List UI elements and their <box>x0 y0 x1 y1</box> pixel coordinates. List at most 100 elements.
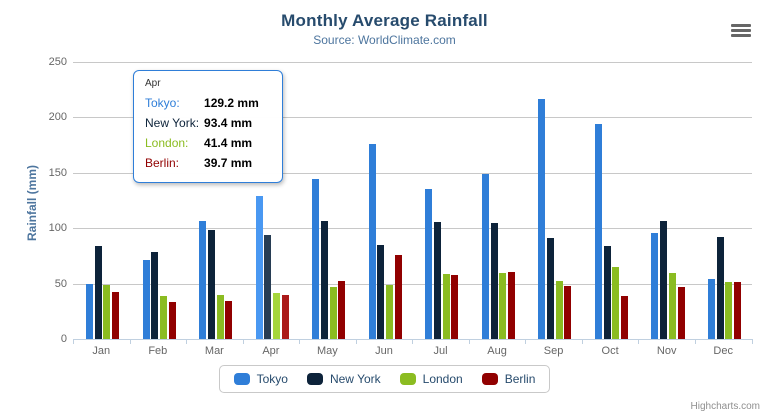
x-axis-label: Nov <box>656 345 677 357</box>
tooltip-table: Tokyo: 129.2 mm New York: 93.4 mm London… <box>145 93 259 173</box>
legend-item-berlin[interactable]: Berlin <box>481 372 535 386</box>
x-axis-tick <box>468 339 470 344</box>
x-axis-tick <box>695 339 696 344</box>
gridline <box>73 61 752 63</box>
bar-tokyo-jul[interactable] <box>425 188 433 339</box>
x-axis-label: Apr <box>262 345 280 357</box>
legend-symbol-new-york <box>306 373 323 385</box>
bar-new-york-jan[interactable] <box>94 246 102 339</box>
bar-tokyo-jan[interactable] <box>86 283 93 339</box>
tooltip-series-value: 41.4 mm <box>204 136 253 150</box>
bar-new-york-feb[interactable] <box>151 251 159 339</box>
bar-london-sep[interactable] <box>555 280 563 339</box>
bar-london-may[interactable] <box>329 286 337 339</box>
y-axis-label: 100 <box>48 222 67 234</box>
bar-tokyo-apr[interactable] <box>255 195 263 339</box>
gridline <box>73 117 752 118</box>
hamburger-menu-icon <box>731 24 751 37</box>
bar-london-jul[interactable] <box>442 273 450 339</box>
bar-london-apr[interactable] <box>273 293 280 339</box>
bar-tokyo-mar[interactable] <box>199 220 207 339</box>
y-axis-label: 0 <box>60 333 67 345</box>
legend-label-new-york: New York <box>329 372 381 386</box>
bar-london-aug[interactable] <box>499 272 507 339</box>
legend-symbol-berlin <box>481 373 498 385</box>
tooltip-row: Tokyo: 129.2 mm <box>145 93 259 113</box>
bar-berlin-dec[interactable] <box>734 282 742 339</box>
bar-berlin-mar[interactable] <box>225 300 233 339</box>
x-axis-tick <box>299 339 301 344</box>
tooltip-series-name: Berlin: <box>145 156 180 170</box>
tooltip-series-value: 129.2 mm <box>204 96 259 110</box>
bar-berlin-sep[interactable] <box>564 286 572 339</box>
legend-box: Tokyo New York London Berlin <box>218 365 551 393</box>
x-axis-tick <box>638 339 640 344</box>
x-axis-label: Jun <box>375 345 393 357</box>
tooltip-row: London: 41.4 mm <box>145 133 259 153</box>
bar-new-york-aug[interactable] <box>490 223 498 339</box>
tooltip-row: Berlin: 39.7 mm <box>145 153 259 173</box>
bar-new-york-oct[interactable] <box>603 246 611 339</box>
y-axis-label: 250 <box>48 55 67 68</box>
tooltip: Apr Tokyo: 129.2 mm New York: 93.4 mm Lo… <box>133 70 283 183</box>
bar-new-york-dec[interactable] <box>716 236 724 339</box>
y-axis-label: 50 <box>54 277 67 290</box>
bar-tokyo-may[interactable] <box>312 179 320 339</box>
bar-london-jun[interactable] <box>386 285 394 339</box>
bar-tokyo-nov[interactable] <box>651 232 659 339</box>
bar-new-york-jun[interactable] <box>377 245 385 339</box>
bar-berlin-jun[interactable] <box>394 255 402 339</box>
bar-london-oct[interactable] <box>612 266 620 339</box>
bar-berlin-aug[interactable] <box>507 272 515 339</box>
bar-berlin-may[interactable] <box>338 280 346 339</box>
bar-london-feb[interactable] <box>159 295 167 339</box>
bar-tokyo-feb[interactable] <box>142 259 150 339</box>
x-axis-tick <box>186 339 188 344</box>
legend-item-london[interactable]: London <box>399 372 463 386</box>
x-axis-tick <box>581 339 583 344</box>
tooltip-series-value: 39.7 mm <box>204 156 253 170</box>
bar-berlin-oct[interactable] <box>621 295 628 339</box>
y-axis-label: 150 <box>48 166 67 179</box>
x-axis-tick <box>129 339 131 344</box>
bar-new-york-jul[interactable] <box>433 222 441 339</box>
x-axis-tick <box>73 339 74 344</box>
bar-tokyo-sep[interactable] <box>538 98 546 339</box>
legend: Tokyo New York London Berlin <box>0 365 769 393</box>
x-axis-tick <box>412 339 414 344</box>
bar-london-mar[interactable] <box>216 295 224 339</box>
bar-london-nov[interactable] <box>668 273 676 339</box>
bar-london-jan[interactable] <box>103 284 111 339</box>
bar-berlin-feb[interactable] <box>168 302 176 339</box>
bar-new-york-nov[interactable] <box>660 220 668 339</box>
bar-tokyo-jun[interactable] <box>368 143 376 339</box>
bar-berlin-apr[interactable] <box>281 294 289 339</box>
bar-new-york-mar[interactable] <box>207 229 215 339</box>
x-axis-label: Mar <box>204 345 224 357</box>
tooltip-series-name: New York: <box>145 116 200 130</box>
bar-new-york-sep[interactable] <box>547 237 554 339</box>
bar-new-york-may[interactable] <box>320 221 328 339</box>
tooltip-series-name: Tokyo: <box>145 96 180 110</box>
bar-london-dec[interactable] <box>725 282 733 339</box>
chart-subtitle: Source: WorldClimate.com <box>313 33 456 47</box>
bar-tokyo-oct[interactable] <box>594 123 602 339</box>
bar-tokyo-dec[interactable] <box>708 278 715 339</box>
highcharts-credits-link[interactable]: Highcharts.com <box>690 401 760 412</box>
tooltip-series-value: 93.4 mm <box>204 116 253 130</box>
bar-new-york-apr[interactable] <box>264 235 272 339</box>
legend-symbol-tokyo <box>233 373 250 385</box>
bar-berlin-nov[interactable] <box>677 287 685 339</box>
bar-berlin-jul[interactable] <box>451 275 459 339</box>
export-menu-button[interactable] <box>728 19 754 42</box>
tooltip-series-name: London: <box>145 136 189 150</box>
legend-item-new-york[interactable]: New York <box>306 372 381 386</box>
legend-item-tokyo[interactable]: Tokyo <box>233 372 288 386</box>
x-axis-label: Aug <box>487 345 507 357</box>
gridline <box>73 283 752 285</box>
bar-berlin-jan[interactable] <box>112 291 120 339</box>
bar-tokyo-aug[interactable] <box>481 174 489 339</box>
x-axis-label: Dec <box>713 345 733 357</box>
tooltip-row: New York: 93.4 mm <box>145 113 259 133</box>
